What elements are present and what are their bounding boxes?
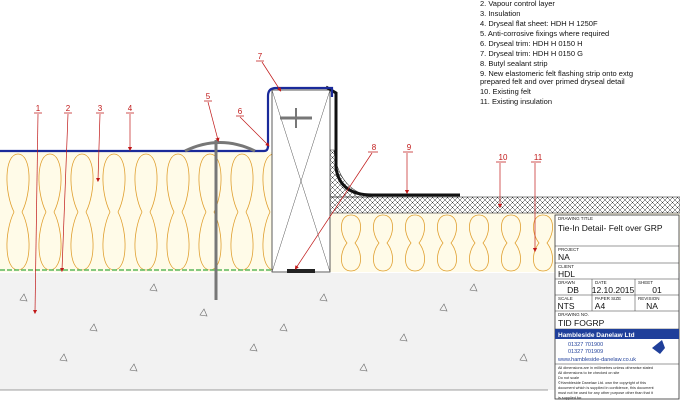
label: DRAWN <box>558 280 575 285</box>
note: is supplied for. <box>558 396 582 400</box>
drawing-no: TID FOGRP <box>558 318 605 328</box>
web: www.hambleside-danelaw.co.uk <box>557 357 636 363</box>
callout: 9 <box>407 143 412 152</box>
existing-felt <box>329 196 680 214</box>
legend-item: prepared felt and over primed dryseal de… <box>480 77 625 86</box>
leaders <box>32 61 538 315</box>
label: REVISION <box>638 296 660 301</box>
callout: 3 <box>98 104 103 113</box>
callout: 7 <box>258 52 263 61</box>
label: PROJECT <box>558 247 579 252</box>
callout: 10 <box>499 153 508 162</box>
value: HDL <box>558 269 575 279</box>
upstand-cross <box>271 89 331 273</box>
label: CLIENT <box>558 264 574 269</box>
callout: 5 <box>206 92 211 101</box>
legend-item: 11. Existing insulation <box>480 97 552 106</box>
callout: 1 <box>36 104 41 113</box>
phone: 01327 701900 <box>568 342 603 348</box>
drawing-title: Tie-In Detail- Felt over GRP <box>558 223 663 233</box>
label: DATE <box>595 280 607 285</box>
value: DB <box>567 285 579 295</box>
felt-flashing <box>325 85 460 197</box>
callout: 4 <box>128 104 133 113</box>
value: NTS <box>558 301 575 311</box>
note: Do not scale <box>558 376 579 380</box>
fixing-trim <box>184 141 256 153</box>
existing-insulation-pattern <box>330 213 555 272</box>
value: 01 <box>652 285 662 295</box>
sealant-strip <box>287 269 315 273</box>
label: SHEET <box>638 280 653 285</box>
legend-item: 4. Dryseal flat sheet: HDH H 1250F <box>480 19 598 28</box>
value: 12.10.2015 <box>592 285 635 295</box>
legend-item: 7. Dryseal trim: HDH H 0150 G <box>480 49 583 58</box>
note: All dimensions to be checked on site <box>558 371 619 375</box>
legend-item: 8. Butyl sealant strip <box>480 59 548 68</box>
callout: 11 <box>534 153 543 162</box>
callout: 2 <box>66 104 71 113</box>
callout: 6 <box>238 107 243 116</box>
label: DRAWING TITLE <box>558 216 593 221</box>
company: Hambleside Danelaw Ltd <box>558 332 635 339</box>
note: document which is supplied in confidence… <box>558 386 655 390</box>
callout: 8 <box>372 143 377 152</box>
legend-item: 2. Vapour control layer <box>480 0 555 8</box>
legend-item: 10. Existing felt <box>480 87 532 96</box>
value: NA <box>646 301 658 311</box>
dryseal-sheet <box>0 86 334 153</box>
legend-item: 6. Dryseal trim: HDH H 0150 H <box>480 39 583 48</box>
label: DRAWING NO. <box>558 312 589 317</box>
value: A4 <box>595 301 606 311</box>
note: All dimensions are in millimetres unless… <box>558 366 653 370</box>
insulation-pattern <box>0 152 272 272</box>
label: SCALE <box>558 296 573 301</box>
leader-ticks <box>34 60 541 163</box>
legend: 2. Vapour control layer 3. Insulation 4.… <box>480 0 633 106</box>
note: must not be used for any other purpose o… <box>558 391 654 395</box>
aggregate <box>19 283 528 372</box>
legend-item: 9. New elastomeric felt flashing strip o… <box>480 69 633 78</box>
legend-item: 5. Anti-corrosive fixings where required <box>480 29 609 38</box>
felt-fillet <box>329 149 373 198</box>
legend-item: 3. Insulation <box>480 9 520 18</box>
label: PAPER SIZE <box>595 296 621 301</box>
title-block: DRAWING TITLE Tie-In Detail- Felt over G… <box>554 214 680 400</box>
note: ©Hambleside Danelaw Ltd. own the copyrig… <box>558 381 646 385</box>
fax: 01327 701909 <box>568 349 603 355</box>
value: NA <box>558 252 570 262</box>
